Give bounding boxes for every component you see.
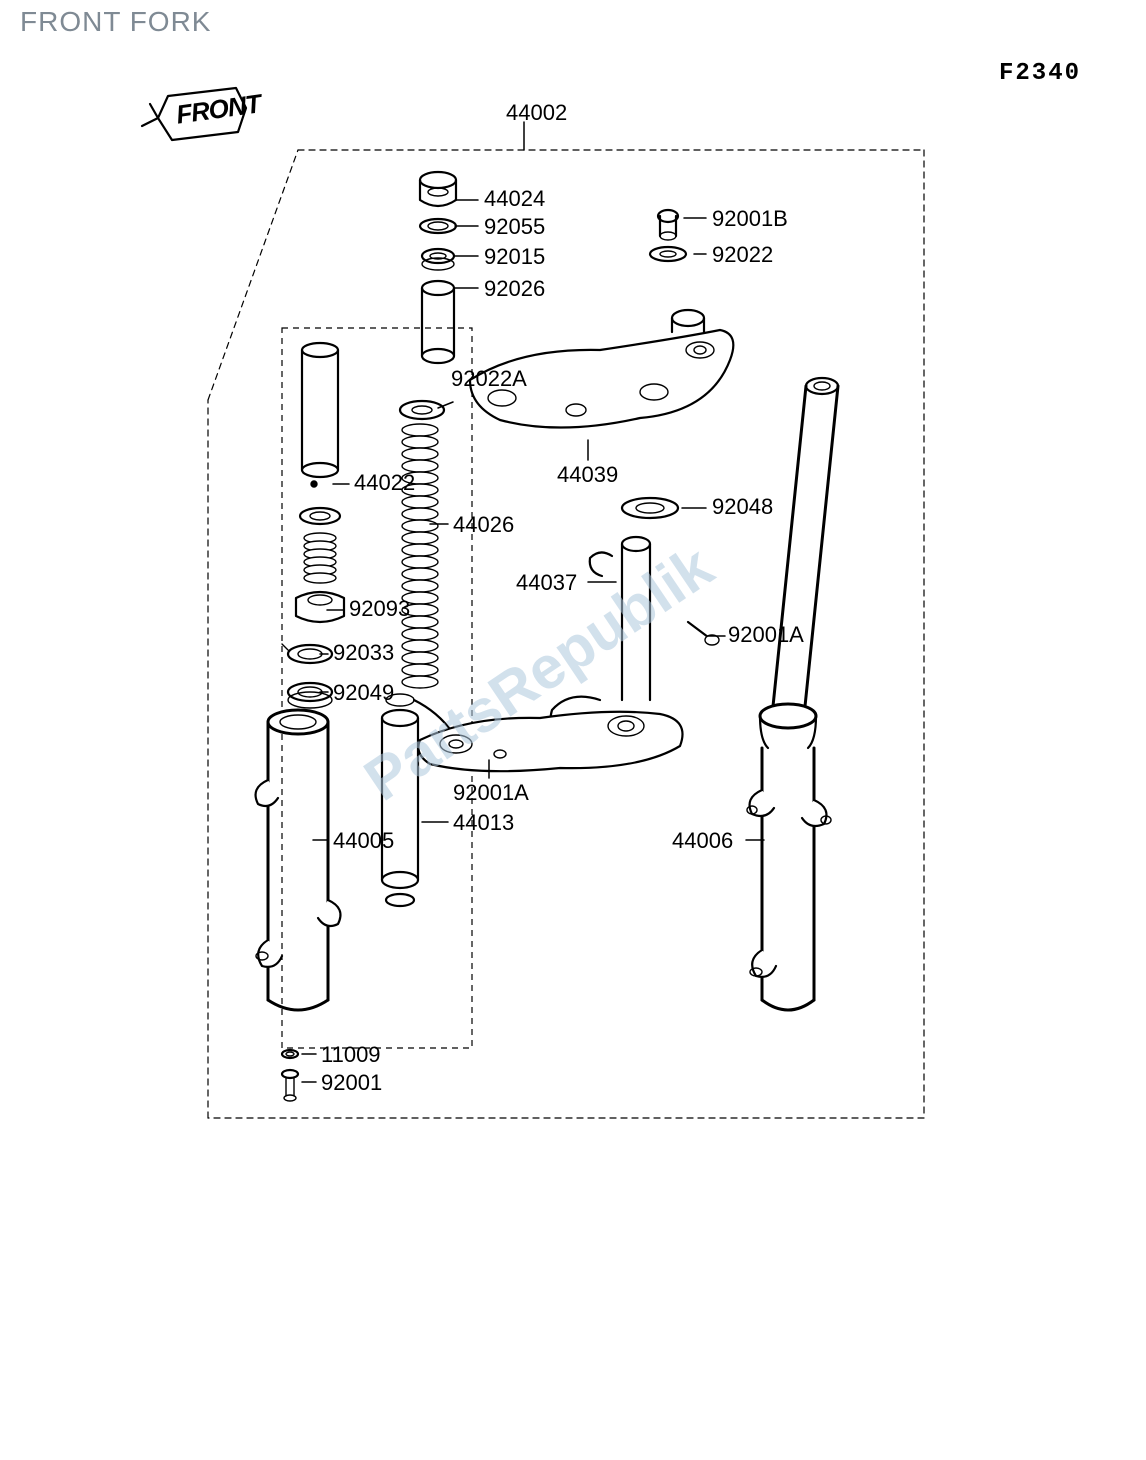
diagram-stage: PartsRepublik [0, 0, 1146, 1460]
callout-44026: 44026 [453, 514, 514, 536]
callout-44002: 44002 [506, 102, 567, 124]
callout-92001Atop: 92001A [728, 624, 804, 646]
callout-44024: 44024 [484, 188, 545, 210]
callout-44013: 44013 [453, 812, 514, 834]
callout-92001B: 92001B [712, 208, 788, 230]
callout-92001Amid: 92001A [453, 782, 529, 804]
callout-92048: 92048 [712, 496, 773, 518]
callout-92001: 92001 [321, 1072, 382, 1094]
callout-44039: 44039 [557, 464, 618, 486]
callout-44005: 44005 [333, 830, 394, 852]
diagram-svg: PartsRepublik [0, 0, 1146, 1460]
callout-92055: 92055 [484, 216, 545, 238]
callout-92026: 92026 [484, 278, 545, 300]
callout-92022: 92022 [712, 244, 773, 266]
callout-92049: 92049 [333, 682, 394, 704]
callout-92015: 92015 [484, 246, 545, 268]
callout-44006: 44006 [672, 830, 733, 852]
callout-11009: 11009 [321, 1044, 381, 1066]
callout-92022A: 92022A [451, 368, 527, 390]
callout-44022: 44022 [354, 472, 415, 494]
callout-92033: 92033 [333, 642, 394, 664]
callout-44037: 44037 [516, 572, 577, 594]
callout-92093: 92093 [349, 598, 410, 620]
